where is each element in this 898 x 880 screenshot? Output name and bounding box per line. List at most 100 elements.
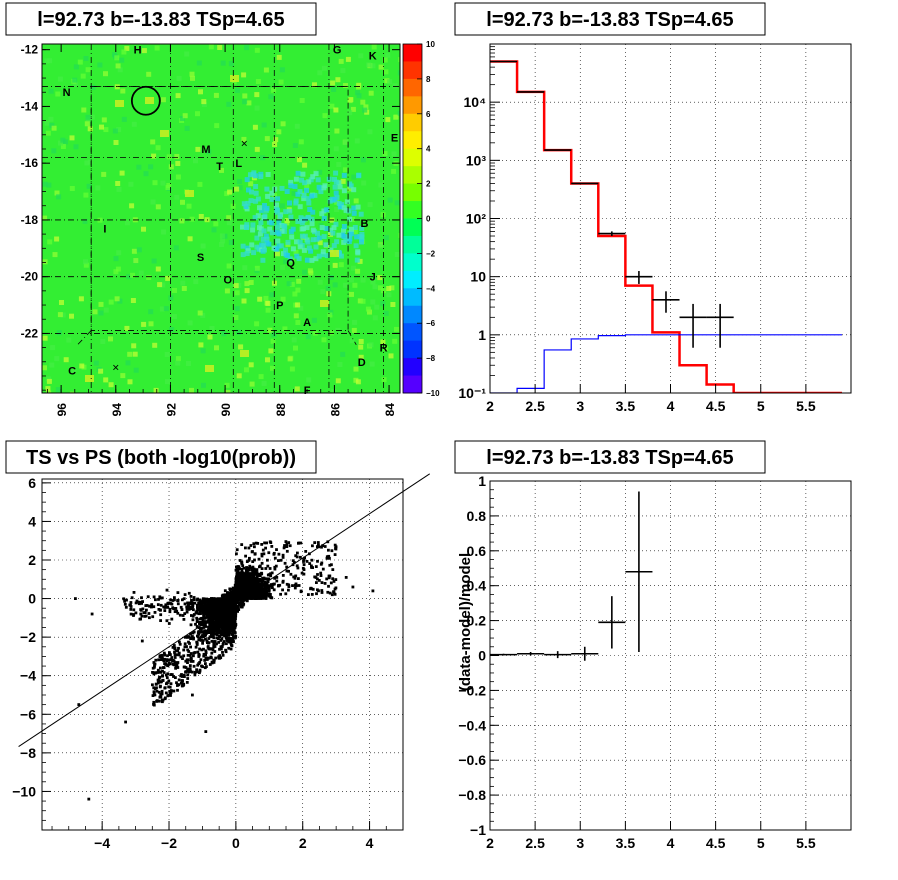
map-cell [260, 258, 265, 263]
map-cell [169, 164, 174, 169]
scatter-point [186, 668, 189, 671]
map-source-label-t: T [216, 161, 223, 173]
scatter-point [219, 602, 222, 605]
map-cell [280, 186, 285, 191]
scatter-point [200, 639, 203, 642]
colorbar-segment [403, 376, 422, 394]
map-cell [391, 169, 396, 174]
map-cell [306, 201, 311, 206]
map-cell [113, 129, 118, 134]
map-source-label-a: A [303, 317, 311, 329]
scatter-point [205, 665, 208, 668]
map-cell [241, 72, 246, 77]
map-cell [95, 185, 100, 190]
scatter-points [74, 540, 374, 800]
map-cell [156, 204, 161, 209]
map-warm-spot [85, 375, 94, 382]
scatter-point [244, 577, 247, 580]
scatter-point [225, 637, 228, 640]
map-cell [378, 183, 383, 188]
spectrum-x-tick-label: 4.5 [706, 398, 726, 414]
scatter-point [226, 628, 229, 631]
map-cell [275, 196, 280, 201]
map-cell [345, 199, 350, 204]
map-cell [280, 203, 285, 208]
map-cell [331, 87, 336, 92]
map-cell [152, 343, 157, 348]
spectrum-y-tick-label: 1 [478, 327, 486, 343]
scatter-point [186, 611, 189, 614]
map-cell [226, 215, 231, 220]
scatter-point [153, 692, 156, 695]
map-cell [197, 182, 202, 187]
scatter-point [236, 569, 239, 572]
map-cell [311, 228, 316, 233]
scatter-point [152, 701, 155, 704]
map-cell [221, 61, 226, 66]
map-cell [84, 56, 89, 61]
spectrum-y-tick-label: 10⁻¹ [458, 385, 486, 401]
map-cell [342, 188, 347, 193]
scatter-point [227, 647, 230, 650]
map-warm-spot [230, 75, 239, 82]
scatter-point [198, 661, 201, 664]
map-x-tick-label: 88 [274, 403, 288, 417]
scatter-point [214, 640, 217, 643]
background-histogram [490, 335, 842, 393]
map-cell [310, 221, 315, 226]
scatter-point [303, 563, 306, 566]
map-cell [255, 106, 260, 111]
map-cell [244, 367, 249, 372]
map-cell [227, 190, 232, 195]
map-x-tick-label: 86 [328, 403, 342, 417]
map-cell [109, 300, 114, 305]
map-source-label-k: K [369, 50, 377, 62]
scatter-point [204, 634, 207, 637]
scatter-point [176, 689, 179, 692]
map-cell [386, 286, 391, 291]
map-cell [262, 228, 267, 233]
map-cell [117, 187, 122, 192]
map-x-tick-label: 94 [110, 403, 124, 417]
map-cell [249, 280, 254, 285]
map-cell [119, 58, 124, 63]
map-cell [55, 92, 60, 97]
scatter-point [213, 625, 216, 628]
colorbar-segment [403, 114, 422, 132]
scatter-point [270, 597, 273, 600]
scatter-point [174, 667, 177, 670]
scatter-point [273, 588, 276, 591]
scatter-point [215, 643, 218, 646]
map-cell [334, 146, 339, 151]
scatter-point [253, 559, 256, 562]
map-cell [86, 115, 91, 120]
scatter-point [232, 619, 235, 622]
map-cell [297, 256, 302, 261]
scatter-point [198, 612, 201, 615]
scatter-point [264, 567, 267, 570]
map-source-label-n: N [63, 87, 71, 99]
scatter-point [167, 686, 170, 689]
scatter-point [238, 578, 241, 581]
scatter-point [175, 681, 178, 684]
map-cell [335, 77, 340, 82]
scatter-point [174, 676, 177, 679]
map-cell [393, 83, 398, 88]
scatter-point [167, 659, 170, 662]
colorbar-tick-label: −2 [426, 249, 436, 258]
map-cell [292, 292, 297, 297]
map-cell [245, 288, 250, 293]
scatter-point [195, 641, 198, 644]
map-cell [256, 197, 261, 202]
map-cell [81, 74, 86, 79]
map-cell [180, 200, 185, 205]
scatter-point [158, 700, 161, 703]
map-cell [264, 68, 269, 73]
map-cell [336, 378, 341, 383]
map-cell [281, 224, 286, 229]
scatter-point [192, 654, 195, 657]
map-cell [389, 353, 394, 358]
scatter-point [260, 573, 263, 576]
